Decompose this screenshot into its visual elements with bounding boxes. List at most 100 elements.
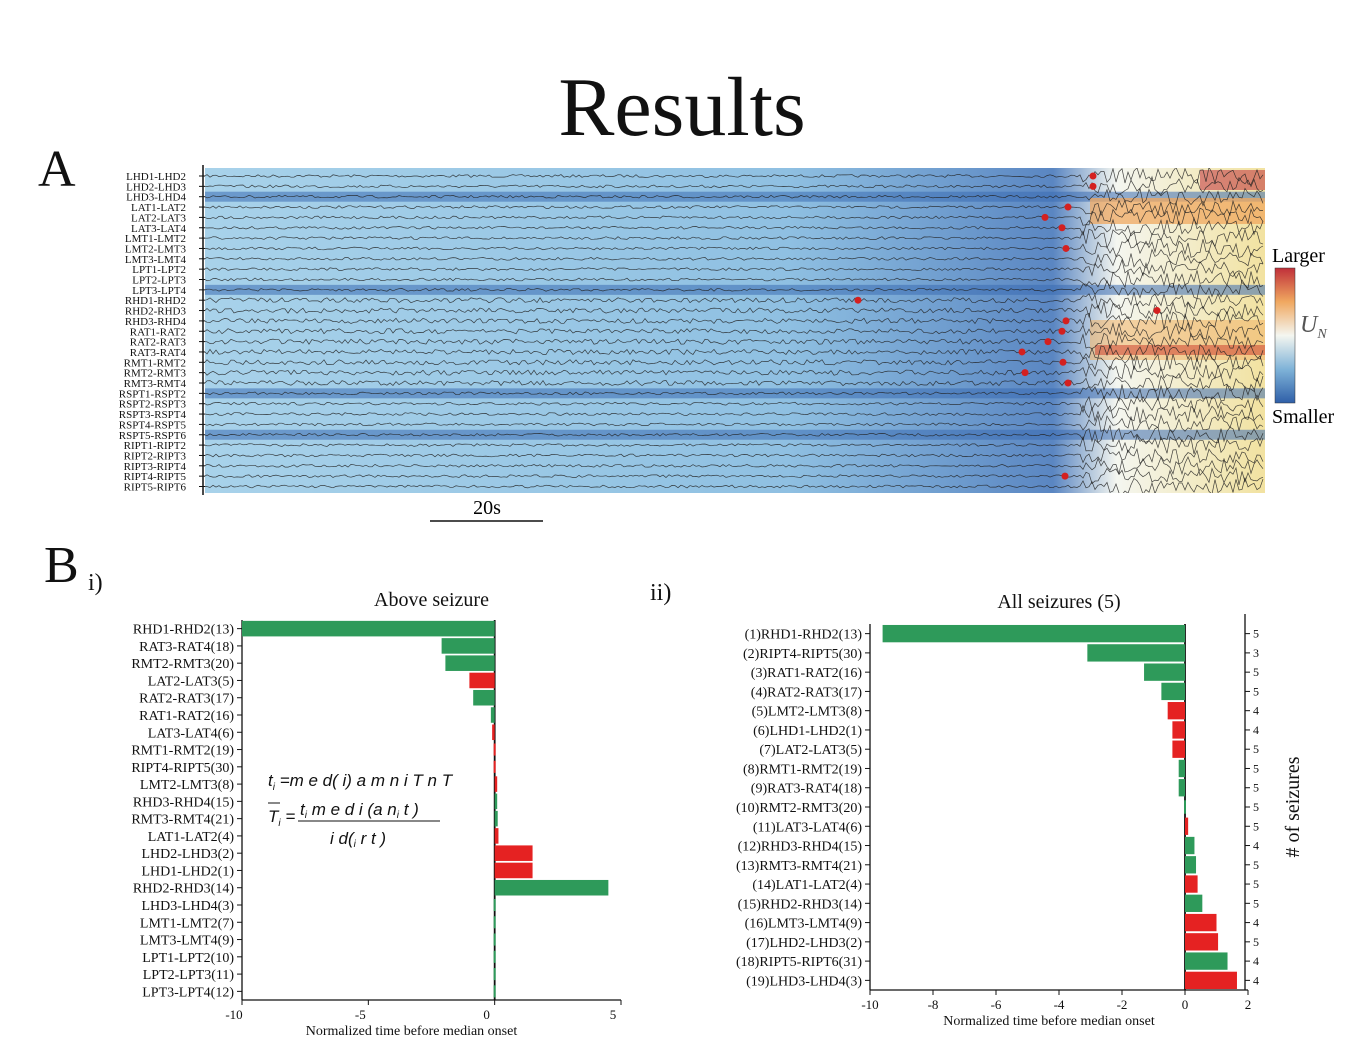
channel-label: RAT3-RAT4 [130, 347, 187, 359]
eeg-trace [205, 456, 1264, 477]
bar [1087, 644, 1185, 662]
bar [1185, 836, 1195, 855]
bar [242, 620, 495, 637]
bar [1185, 856, 1197, 874]
seizure-count-label: 4 [1253, 954, 1259, 968]
category-label: LMT2-LMT3(8) [140, 778, 234, 793]
panel-a-letter: A [38, 141, 76, 198]
seizure-count-label: 5 [1253, 935, 1259, 949]
category-label: (15)RHD2-RHD3(14) [738, 897, 863, 912]
seizure-count-label: 5 [1253, 877, 1259, 891]
x-axis-title: Normalized time before median onset [943, 1014, 1155, 1029]
onset-marker [1044, 338, 1052, 346]
seizure-count-label: 5 [1253, 761, 1259, 775]
eeg-trace [205, 394, 1264, 414]
category-label: RHD1-RHD2(13) [133, 623, 234, 638]
seizure-count-label: 5 [1253, 819, 1259, 833]
bar [473, 689, 495, 706]
bar [1161, 682, 1185, 701]
category-label: (12)RHD3-RHD4(15) [738, 840, 863, 855]
colorbar-bottom-label: Smaller [1272, 406, 1335, 428]
eeg-trace [205, 228, 1264, 249]
category-label: (3)RAT1-RAT2(16) [751, 666, 863, 681]
category-label: (10)RMT2-RMT3(20) [736, 801, 862, 816]
x-tick-label: 5 [610, 1007, 617, 1022]
svg-text:ti =m e d( i) a m n i T n: ti =m e d( i) a m n i T n T [268, 771, 454, 793]
eeg-trace [205, 216, 1264, 237]
category-label: LAT2-LAT3(5) [148, 674, 235, 689]
heat-hot-region [1200, 170, 1265, 190]
category-label: RAT3-RAT4(18) [139, 640, 234, 655]
category-label: LPT2-LPT3(11) [143, 968, 235, 983]
category-label: RMT1-RMT2(19) [131, 744, 234, 759]
category-label: (8)RMT1-RMT2(19) [743, 762, 862, 777]
slide-title: Results [558, 61, 806, 154]
category-label: (6)LHD1-LHD2(1) [753, 724, 862, 739]
x-tick-label: -4 [1054, 997, 1065, 1012]
channel-label: RHD1-RHD2 [125, 295, 186, 307]
x-tick-label: 0 [483, 1007, 490, 1022]
category-label: LPT1-LPT2(10) [142, 951, 234, 966]
eeg-trace [205, 321, 1264, 341]
category-label: LMT1-LMT2(7) [140, 916, 234, 931]
channel-label: RIPT4-RIPT5 [124, 471, 187, 483]
chart-above-seizure: Above seizure -10 -5 0 5 Normalized time befo… [131, 589, 622, 1039]
seizure-count-label: 4 [1253, 973, 1259, 987]
channel-label: RMT2-RMT3 [124, 368, 187, 380]
channel-label: RIPT3-RIPT4 [124, 461, 187, 473]
channel-label: RSPT1-RSPT2 [119, 388, 186, 400]
channel-label: RMT1-RMT2 [124, 357, 186, 369]
seizure-count-label: 4 [1253, 839, 1259, 853]
colorbar-top-label: Larger [1272, 245, 1325, 267]
bar [493, 968, 496, 981]
x-tick-label: -6 [991, 997, 1002, 1012]
category-label: (17)LHD2-LHD3(2) [746, 936, 862, 951]
eeg-trace [205, 292, 1264, 310]
channel-label: LHD2-LHD3 [126, 181, 186, 193]
chart-title: All seizures (5) [997, 591, 1120, 613]
svg-text:ti m e d i (a ni t ): ti m e d i (a ni t ) [300, 800, 419, 821]
channel-label: RAT2-RAT3 [130, 337, 187, 349]
onset-marker [1059, 358, 1067, 366]
eeg-trace [205, 199, 1263, 217]
channel-label: LPT2-LPT3 [132, 275, 186, 287]
bar [882, 624, 1185, 643]
category-label: (19)LHD3-LHD4(3) [746, 974, 862, 989]
category-label: (2)RIPT4-RIPT5(30) [743, 647, 862, 662]
eeg-trace [205, 301, 1264, 320]
chart-all-seizures: All seizures (5) -10 -8 -6 -4 -2 0 2 Normalized … [736, 591, 1304, 1029]
channel-label: RMT3-RMT4 [124, 378, 187, 390]
sub-label-i: i) [88, 570, 103, 596]
channel-label: RSPT4-RSPT5 [119, 419, 187, 431]
category-label: RHD3-RHD4(15) [133, 795, 234, 810]
seizure-count-label: 4 [1253, 916, 1259, 930]
channel-label: RAT1-RAT2 [130, 326, 186, 338]
bar [493, 760, 496, 773]
onset-marker [1064, 379, 1072, 387]
bar [1185, 875, 1198, 893]
category-label: (1)RHD1-RHD2(13) [745, 628, 863, 643]
bar [1185, 933, 1219, 951]
onset-marker [854, 296, 862, 304]
seizure-count-label: 5 [1253, 896, 1259, 910]
svg-text:Ti =: Ti = [268, 807, 295, 829]
category-label: LHD2-LHD3(2) [141, 847, 234, 862]
seizure-count-label: 5 [1253, 665, 1259, 679]
x-tick-label: 2 [1245, 997, 1252, 1012]
channel-label: LMT1-LMT2 [125, 233, 186, 245]
eeg-trace [205, 248, 1264, 269]
sub-label-ii: ii) [650, 580, 672, 606]
channel-label: LAT1-LAT2 [131, 202, 186, 214]
channel-label: LMT2-LMT3 [125, 243, 187, 255]
x-tick-label: -2 [1117, 997, 1128, 1012]
svg-text:i d(i r t ): i d(i r t ) [330, 829, 386, 850]
channel-label: RSPT3-RSPT4 [119, 409, 187, 421]
panel-b-letter: B [44, 537, 79, 594]
seizure-count-label: 5 [1253, 742, 1259, 756]
scale-bar-label: 20s [473, 497, 501, 519]
bar [1185, 817, 1189, 835]
category-label: LHD3-LHD4(3) [141, 899, 234, 914]
heat-band [205, 284, 1265, 295]
formula: ti =m e d( i) a m n i T n T Ti = ti m e … [268, 771, 454, 850]
